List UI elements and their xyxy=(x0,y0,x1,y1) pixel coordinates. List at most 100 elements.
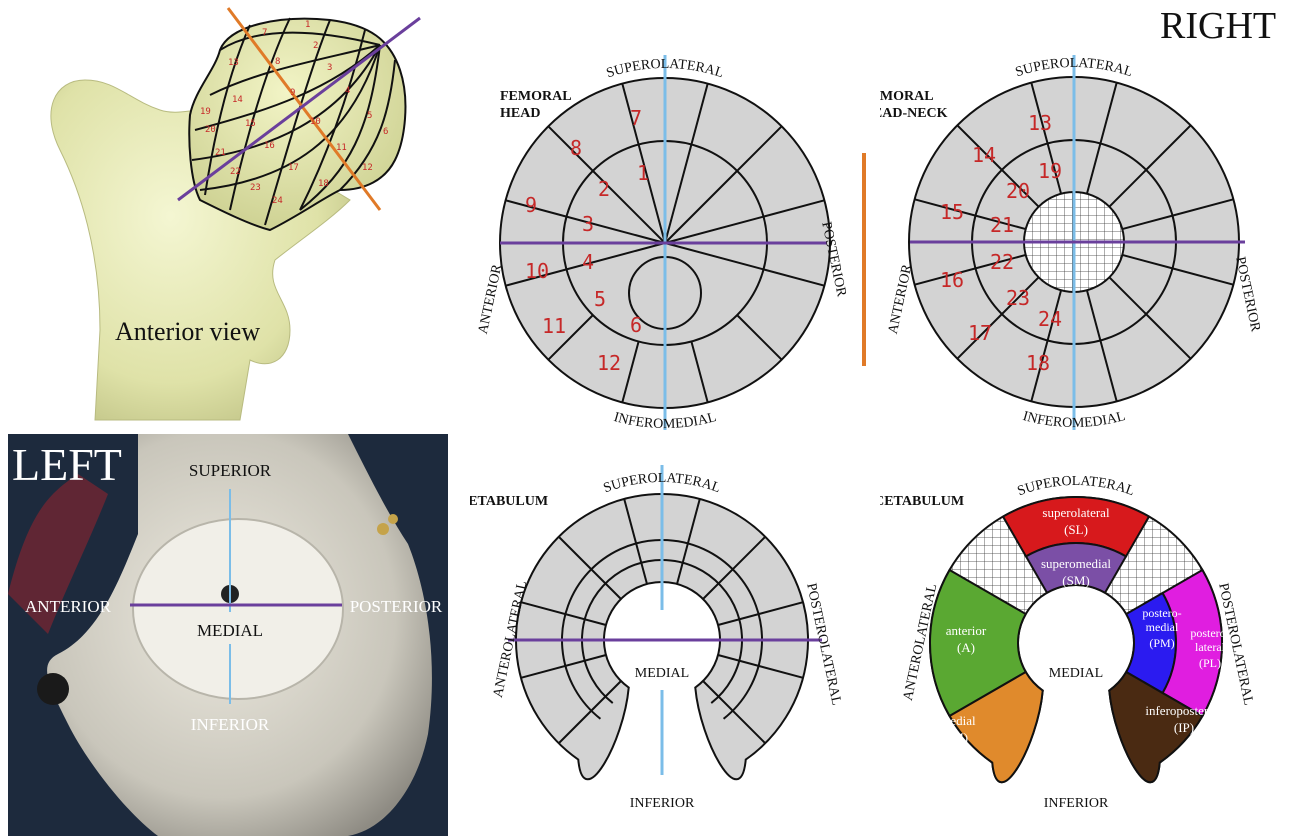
femoral-head-outer-divider xyxy=(547,314,594,361)
femur-axis-orange xyxy=(226,7,382,211)
femoral-head-outer-divider xyxy=(505,199,567,218)
acetabular-cup xyxy=(132,518,344,700)
femur-num-21: 21 xyxy=(215,148,226,158)
femur-num-13: 13 xyxy=(228,58,239,68)
head-neck-outer-divider xyxy=(1145,124,1192,171)
femur-num-7: 7 xyxy=(262,28,267,38)
femoral-head-inner-divider xyxy=(566,242,666,271)
femur-num-15: 15 xyxy=(245,119,256,129)
zone-name-label: postero-lateral xyxy=(1190,626,1229,654)
femoral-head-inner-divider xyxy=(664,144,693,244)
femoral-head-outer-divider xyxy=(736,125,783,172)
femur-num-16: 16 xyxy=(264,141,275,151)
head-neck-inner-divider xyxy=(1122,253,1173,270)
femoral-head-outer-number: 12 xyxy=(597,351,621,375)
femur-num-6: 6 xyxy=(383,127,388,137)
acetabulum-grid-divider xyxy=(676,498,701,585)
femur-num-20: 20 xyxy=(205,125,216,135)
head-neck-title-2: HEAD-NECK xyxy=(880,106,948,121)
zone-name-label: superolateral xyxy=(1042,505,1110,520)
femur-num-2: 2 xyxy=(313,41,318,51)
femur-num-3: 3 xyxy=(327,63,332,73)
head-neck-left-label: ANTERIOR xyxy=(886,262,916,335)
acetabulum-grid-divider xyxy=(702,536,766,600)
femoral-head-outer-number: 9 xyxy=(525,193,537,217)
femoral-head-outer-divider xyxy=(621,83,640,145)
femoral-head-title-1: FEMORAL xyxy=(500,89,572,104)
zone-name-label: medial xyxy=(940,713,976,728)
head-neck-inner-divider xyxy=(1085,143,1102,194)
zone-abbr-label: (A) xyxy=(957,640,975,655)
page-title: RIGHT xyxy=(1160,5,1277,47)
acetabulum-zones-bottom-label: INFERIOR xyxy=(1044,796,1109,811)
zone-inferoposterior xyxy=(1108,670,1204,783)
zone-anterior xyxy=(929,568,1028,718)
acetabulum-grid-divider xyxy=(520,654,607,679)
pelvis-photo: LEFT SUPERIOR ANTERIOR POSTERIOR MEDIAL … xyxy=(8,434,448,836)
head-neck-diagram: 13 14 15 16 17 18 19 20 21 22 23 24 FEMORAL HEAD-NE… xyxy=(880,55,1263,430)
head-neck-outer-divider xyxy=(1172,267,1234,286)
head-neck-bottom-text: INFEROMEDIAL xyxy=(1021,409,1127,430)
femoral-head-grid xyxy=(188,17,407,232)
femur-num-23: 23 xyxy=(250,183,261,193)
femoral-head-inner-divider xyxy=(664,170,738,244)
femoral-head-outer-divider xyxy=(505,268,567,287)
head-neck-outer-divider xyxy=(914,267,976,286)
head-neck-outer-divider xyxy=(1099,340,1118,402)
acetabulum-grid-divider xyxy=(623,498,648,585)
femur-num-22: 22 xyxy=(230,167,241,177)
zone-abbr-label: (PM) xyxy=(1149,636,1174,650)
head-neck-inner-number: 23 xyxy=(1006,286,1030,310)
acetabulum-zones-top-text: SUPEROLATERAL xyxy=(1016,474,1137,499)
femoral-head-inner-divider xyxy=(637,144,666,244)
femur-num-10: 10 xyxy=(310,117,321,127)
head-neck-outer-number: 17 xyxy=(968,321,992,345)
femoral-head-outer-number: 10 xyxy=(525,259,549,283)
head-neck-right-label: POSTERIOR xyxy=(1232,255,1263,333)
head-neck-bottom-label: INFEROMEDIAL xyxy=(1021,409,1127,430)
pelvis-inferior-label: INFERIOR xyxy=(191,715,270,734)
acetabulum-grid-divider xyxy=(520,601,607,626)
femoral-head-title-2: HEAD xyxy=(500,106,540,121)
femoral-head-outer-divider xyxy=(690,341,709,403)
zone-abbr-label: (SM) xyxy=(1062,573,1089,588)
head-neck-inner-number: 22 xyxy=(990,250,1014,274)
head-neck-inner-number: 20 xyxy=(1006,179,1030,203)
femur-num-17: 17 xyxy=(288,163,299,173)
acetabulum-zones-title: ACETABULUM xyxy=(880,494,964,509)
femur-num-9: 9 xyxy=(290,88,295,98)
pelvis-anterior-label: ANTERIOR xyxy=(25,597,112,616)
zone-abbr-label: (M) xyxy=(948,730,968,745)
femur-grid-numbers: 1 2 3 4 5 6 7 8 9 10 11 12 13 14 15 16 1… xyxy=(200,20,388,206)
femoral-head-inner-divider xyxy=(592,170,666,244)
zone-name-label: postero-medial xyxy=(1142,606,1181,634)
femoral-head-inner-number: 2 xyxy=(598,177,610,201)
head-neck-inner-number: 21 xyxy=(990,213,1014,237)
femur-num-24: 24 xyxy=(272,196,283,206)
femur-num-1: 1 xyxy=(305,20,310,30)
femoral-head-outer-number: 8 xyxy=(570,136,582,160)
acetabulum-grid-divider xyxy=(702,680,766,744)
head-neck-outer-divider xyxy=(956,313,1003,360)
head-neck-inner-divider xyxy=(1108,276,1147,315)
femur-num-4: 4 xyxy=(345,86,350,96)
femoral-head-outer-number: 7 xyxy=(630,106,642,130)
acetabulum-grid-center-label: MEDIAL xyxy=(635,666,689,681)
femoral-head-outer-divider xyxy=(763,268,825,287)
acetabulum-grid-bottom-label: INFERIOR xyxy=(630,796,695,811)
femur-axis-purple xyxy=(177,16,421,202)
pelvis-side-label: LEFT xyxy=(12,439,122,490)
femur-num-19: 19 xyxy=(200,107,211,117)
head-neck-outer-divider xyxy=(1145,313,1192,360)
femoral-head-inner-number: 4 xyxy=(582,250,594,274)
head-neck-outer-divider xyxy=(1172,198,1234,217)
femoral-head-inner-divider xyxy=(664,215,764,244)
head-neck-inner-divider xyxy=(1046,143,1063,194)
acetabulum-zones-diagram: superolateral (SL) superomedial (SM) anterio… xyxy=(880,474,1256,811)
femur-num-14: 14 xyxy=(232,95,243,105)
head-neck-outer-divider xyxy=(1030,340,1049,402)
head-neck-inner-divider xyxy=(1108,169,1147,208)
acetabulum-grid-right-label: POSTEROLATERAL xyxy=(803,582,844,707)
head-neck-outer-divider xyxy=(1030,82,1049,144)
